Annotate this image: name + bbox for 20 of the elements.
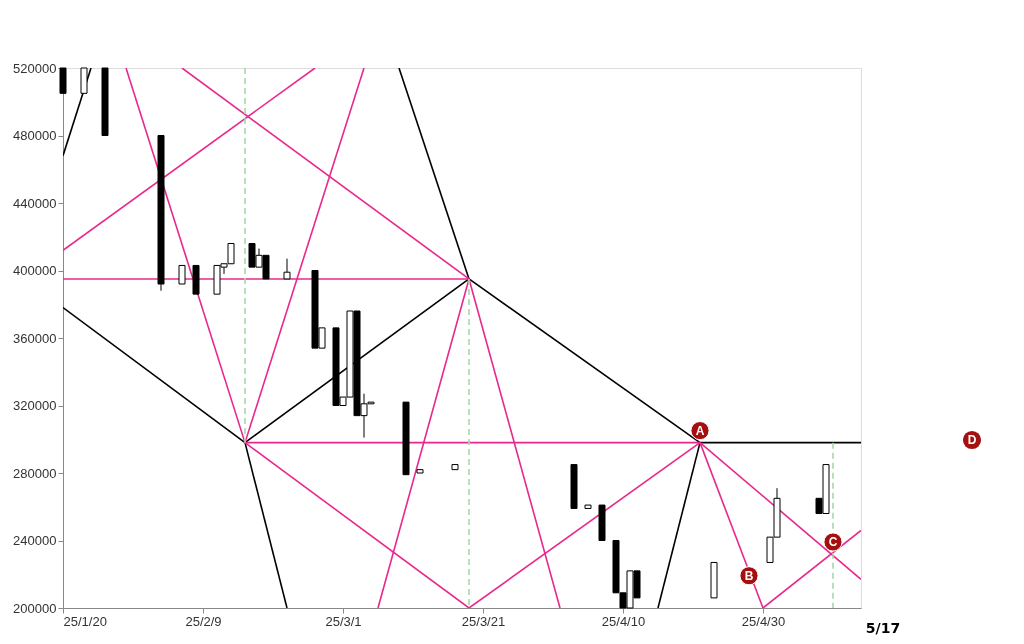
y-tick-label: 280000 — [13, 465, 57, 481]
text: 5/17 — [865, 620, 901, 636]
y-tick-label: 200000 — [13, 600, 57, 616]
x-tick-label: 25/3/21 — [461, 613, 506, 629]
y-tick-label: 400000 — [13, 263, 57, 278]
y-tick-label: 440000 — [13, 195, 57, 211]
y-tick-label: 320000 — [13, 398, 57, 413]
x-tick-label: 25/1/20 — [63, 613, 107, 629]
x-tick-label: 25/4/30 — [741, 613, 786, 629]
annotation: A — [695, 423, 705, 438]
annotation: C — [828, 535, 838, 549]
y-tick-label: 480000 — [13, 128, 57, 143]
x-tick-label: 25/2/9 — [185, 613, 222, 629]
x-tick-label: 25/4/10 — [601, 613, 646, 629]
text: D — [967, 433, 977, 447]
x-tick-label: 25/3/1 — [325, 613, 362, 629]
y-tick-label: 240000 — [13, 533, 57, 548]
annotation: B — [744, 568, 754, 583]
y-tick-label: 520000 — [13, 60, 57, 76]
y-tick-label: 360000 — [13, 330, 57, 346]
